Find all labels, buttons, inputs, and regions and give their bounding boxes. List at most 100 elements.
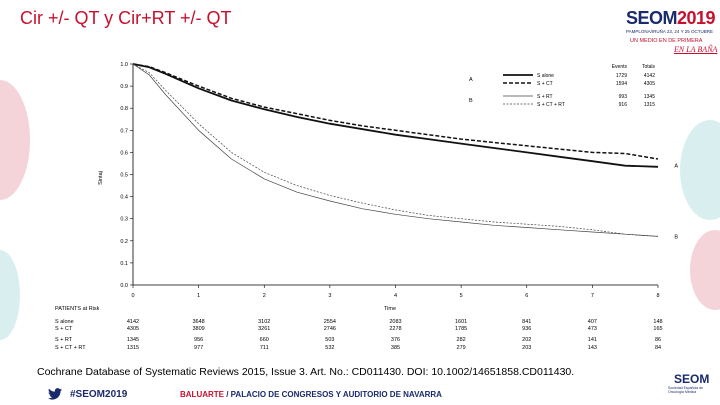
chart-legend: Events Totals A S alone 1729 4142 S + CT 1594 43… <box>469 64 655 108</box>
x-tick-label: 5 <box>460 293 463 299</box>
twitter-icon <box>48 388 62 400</box>
risk-row-name: S + CT <box>55 326 73 332</box>
series-line-s-rt <box>132 63 659 237</box>
risk-cell: 203 <box>522 345 531 351</box>
risk-cell: 407 <box>588 319 597 325</box>
chart-axes: 0.0 0.1 0.2 0.3 0.4 0.5 0.6 0.7 0.8 0.9 1.0 0 1 2 3 4 5 6… <box>98 62 660 312</box>
venue-text: BALUARTE / PALACIO DE CONGRESOS Y AUDITO… <box>180 390 442 399</box>
risk-cell: 977 <box>194 345 203 351</box>
legend-name: S + CT + RT <box>537 102 565 108</box>
risk-cell: 711 <box>260 345 269 351</box>
curve-label: A <box>674 164 678 170</box>
risk-cell: 202 <box>522 337 531 343</box>
seom-footer-logo: SEOM Sociedad Española de Oncología Médi… <box>668 372 710 394</box>
legend-totals: 1315 <box>644 102 655 108</box>
risk-cell: 2083 <box>389 319 401 325</box>
legend-events: 993 <box>619 94 628 100</box>
logo-tagline-1: UN MEDIO EN DE PRIMERA <box>630 38 703 44</box>
y-tick-label: 0.9 <box>120 84 128 90</box>
risk-cell: 3102 <box>258 319 270 325</box>
x-tick-label: 0 <box>131 293 134 299</box>
risk-cell: 1345 <box>127 337 139 343</box>
risk-cell: 141 <box>588 337 597 343</box>
y-tick-label: 0.4 <box>120 195 128 201</box>
y-tick-label: 1.0 <box>120 62 128 68</box>
risk-cell: 660 <box>260 337 269 343</box>
legend-group-label: A <box>469 77 473 83</box>
risk-cell: 1601 <box>455 319 467 325</box>
risk-row-name: S + CT + RT <box>55 345 86 351</box>
risk-cell: 148 <box>653 319 662 325</box>
logo-subtitle: PAMPLONA/IRUÑA 23, 24 Y 25 OCTUBRE <box>626 29 714 34</box>
curve-label: B <box>674 234 678 240</box>
citation: Cochrane Database of Systematic Reviews … <box>37 366 575 378</box>
risk-table-title: PATIENTS at Risk <box>55 306 100 312</box>
chart-series: AB <box>132 63 678 240</box>
risk-cell: 956 <box>194 337 203 343</box>
legend-events: 916 <box>619 102 628 108</box>
y-tick-label: 0.5 <box>120 173 128 179</box>
legend-events: 1729 <box>616 73 627 79</box>
x-tick-label: 4 <box>394 293 397 299</box>
series-line-s-ct-rt <box>132 63 659 237</box>
legend-totals: 4142 <box>644 73 655 79</box>
slide-title: Cir +/- QT y Cir+RT +/- QT <box>20 8 232 28</box>
series-line-s-ct <box>132 63 659 160</box>
risk-cell: 3261 <box>258 326 270 332</box>
y-tick-label: 0.8 <box>120 106 128 112</box>
legend-name: S + RT <box>537 94 553 100</box>
decorative-blob-right <box>680 120 720 220</box>
risk-cell: 1785 <box>455 326 467 332</box>
x-tick-label: 1 <box>197 293 200 299</box>
decorative-blob-left-2 <box>0 250 20 340</box>
x-axis-label: Time <box>384 306 396 312</box>
y-tick-label: 0.2 <box>120 239 128 245</box>
x-tick-label: 6 <box>525 293 528 299</box>
risk-cell: 532 <box>325 345 334 351</box>
risk-cell: 4305 <box>127 326 139 332</box>
legend-group-label: B <box>469 98 473 104</box>
y-axis-label: Sintaj <box>98 171 104 185</box>
legend-events: 1594 <box>616 81 627 87</box>
risk-cell: 841 <box>522 319 531 325</box>
risk-cell: 3809 <box>193 326 205 332</box>
y-tick-label: 0.7 <box>120 128 128 134</box>
risk-cell: 84 <box>655 345 661 351</box>
x-tick-label: 3 <box>328 293 331 299</box>
logo-tagline-2: EN LA BAÑA <box>674 45 718 54</box>
risk-cell: 4142 <box>127 319 139 325</box>
risk-cell: 165 <box>653 326 662 332</box>
x-tick-label: 7 <box>591 293 594 299</box>
legend-header-totals: Totals <box>642 64 656 70</box>
y-tick-label: 0.3 <box>120 217 128 223</box>
hashtag: #SEOM2019 <box>70 389 128 400</box>
series-line-s-alone <box>132 63 659 168</box>
legend-totals: 1345 <box>644 94 655 100</box>
risk-cell: 3648 <box>193 319 205 325</box>
risk-cell: 376 <box>391 337 400 343</box>
risk-cell: 2278 <box>389 326 401 332</box>
legend-name: S + CT <box>537 81 553 87</box>
risk-cell: 1315 <box>127 345 139 351</box>
logo-wordmark: SEOM2019 <box>626 8 716 28</box>
legend-totals: 4305 <box>644 81 655 87</box>
risk-cell: 385 <box>391 345 400 351</box>
legend-name: S alone <box>537 73 554 79</box>
risk-cell: 473 <box>588 326 597 332</box>
y-tick-label: 0.1 <box>120 261 128 267</box>
x-tick-label: 8 <box>656 293 659 299</box>
risk-cell: 936 <box>522 326 531 332</box>
risk-cell: 282 <box>457 337 466 343</box>
risk-cell: 279 <box>457 345 466 351</box>
y-tick-label: 0.0 <box>120 283 128 289</box>
risk-cell: 2554 <box>324 319 336 325</box>
risk-cell: 503 <box>325 337 334 343</box>
risk-row-name: S + RT <box>55 337 73 343</box>
risk-cell: 86 <box>655 337 661 343</box>
risk-cell: 2746 <box>324 326 336 332</box>
risk-row-name: S alone <box>55 319 74 325</box>
y-tick-label: 0.6 <box>120 150 128 156</box>
x-tick-label: 2 <box>263 293 266 299</box>
